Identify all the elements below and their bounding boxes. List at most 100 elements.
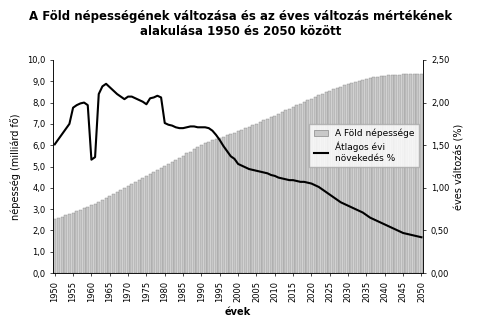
Bar — [144, 176, 148, 273]
Bar — [419, 74, 422, 273]
Bar — [181, 156, 184, 273]
Bar — [280, 112, 283, 273]
Bar — [394, 75, 396, 273]
Bar — [415, 74, 419, 273]
Bar — [218, 138, 221, 273]
Bar — [122, 188, 126, 273]
Bar — [90, 205, 93, 273]
Bar — [254, 124, 257, 273]
Legend: A Föld népessége, Átlagos évi
növekedés %: A Föld népessége, Átlagos évi növekedés … — [309, 124, 418, 167]
Bar — [383, 76, 385, 273]
Text: A Föld népességének változása és az éves változás mértékének
alakulása 1950 és 2: A Föld népességének változása és az éves… — [29, 10, 451, 38]
Bar — [273, 116, 276, 273]
Bar — [320, 94, 324, 273]
Bar — [412, 74, 415, 273]
Bar — [364, 79, 367, 273]
Bar — [185, 154, 188, 273]
Y-axis label: népesség (milliárd fő): népesség (milliárd fő) — [11, 113, 21, 220]
Bar — [192, 150, 195, 273]
Bar — [83, 208, 85, 273]
Bar — [79, 209, 82, 273]
Bar — [97, 202, 100, 273]
Átlagos évi
növekedés % — [224, 149, 229, 153]
Bar — [368, 78, 371, 273]
Bar — [316, 95, 320, 273]
Átlagos évi
növekedés % — [418, 235, 423, 239]
Bar — [229, 134, 232, 273]
Átlagos évi
növekedés % — [312, 183, 317, 187]
Bar — [214, 139, 217, 273]
Bar — [104, 198, 108, 273]
Bar — [335, 88, 338, 273]
Bar — [156, 170, 159, 273]
Bar — [404, 74, 408, 273]
Bar — [324, 92, 327, 273]
Bar — [306, 100, 309, 273]
Bar — [189, 152, 192, 273]
Bar — [262, 121, 265, 273]
Bar — [276, 114, 279, 273]
Átlagos évi
növekedés % — [52, 142, 58, 146]
Átlagos évi
növekedés % — [77, 102, 83, 106]
Bar — [200, 146, 203, 273]
Bar — [284, 111, 287, 273]
Bar — [196, 147, 199, 273]
X-axis label: évek: évek — [225, 307, 251, 317]
Bar — [408, 74, 411, 273]
Bar — [338, 87, 342, 273]
Bar — [265, 119, 268, 273]
Bar — [243, 128, 246, 273]
Line: Átlagos évi
növekedés %: Átlagos évi növekedés % — [55, 84, 420, 237]
Bar — [163, 166, 166, 273]
Bar — [287, 109, 290, 273]
Bar — [167, 164, 169, 273]
Bar — [126, 186, 130, 273]
Bar — [342, 85, 345, 273]
Bar — [108, 196, 111, 273]
Bar — [240, 130, 243, 273]
Bar — [112, 194, 115, 273]
Bar — [119, 190, 122, 273]
Bar — [298, 104, 301, 273]
Bar — [86, 207, 89, 273]
Átlagos évi
növekedés % — [103, 82, 109, 86]
Bar — [291, 107, 294, 273]
Bar — [353, 82, 356, 273]
Bar — [302, 102, 305, 273]
Bar — [295, 105, 298, 273]
Bar — [313, 97, 316, 273]
Bar — [170, 162, 173, 273]
Bar — [390, 75, 393, 273]
Bar — [60, 216, 63, 273]
Bar — [258, 122, 261, 273]
Bar — [327, 91, 331, 273]
Bar — [309, 99, 312, 273]
Bar — [133, 182, 137, 273]
Bar — [207, 142, 210, 273]
Bar — [247, 127, 250, 273]
Bar — [148, 174, 151, 273]
Átlagos évi
növekedés % — [330, 195, 336, 199]
Bar — [210, 141, 214, 273]
Bar — [225, 136, 228, 273]
Bar — [53, 219, 56, 273]
Y-axis label: éves változás (%): éves változás (%) — [454, 123, 464, 210]
Bar — [93, 203, 96, 273]
Bar — [349, 83, 353, 273]
Bar — [232, 133, 236, 273]
Bar — [57, 218, 60, 273]
Bar — [75, 211, 78, 273]
Átlagos évi
növekedés % — [147, 96, 153, 100]
Bar — [269, 117, 272, 273]
Bar — [72, 212, 74, 273]
Bar — [346, 84, 349, 273]
Bar — [178, 158, 180, 273]
Bar — [159, 168, 162, 273]
Bar — [379, 76, 382, 273]
Bar — [64, 215, 67, 273]
Bar — [137, 180, 140, 273]
Bar — [357, 81, 360, 273]
Átlagos évi
növekedés % — [275, 175, 281, 179]
Bar — [115, 192, 119, 273]
Bar — [141, 178, 144, 273]
